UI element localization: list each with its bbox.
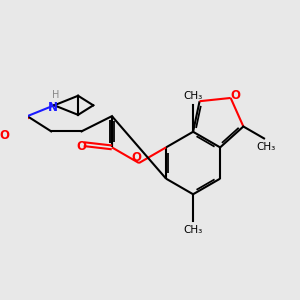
Text: N: N (48, 100, 58, 113)
Text: O: O (132, 151, 142, 164)
Text: CH₃: CH₃ (256, 142, 276, 152)
Text: H: H (52, 90, 59, 100)
Text: CH₃: CH₃ (184, 92, 203, 101)
Text: O: O (231, 89, 241, 102)
Text: CH₃: CH₃ (184, 225, 203, 235)
Text: O: O (0, 129, 10, 142)
Text: O: O (77, 140, 87, 153)
